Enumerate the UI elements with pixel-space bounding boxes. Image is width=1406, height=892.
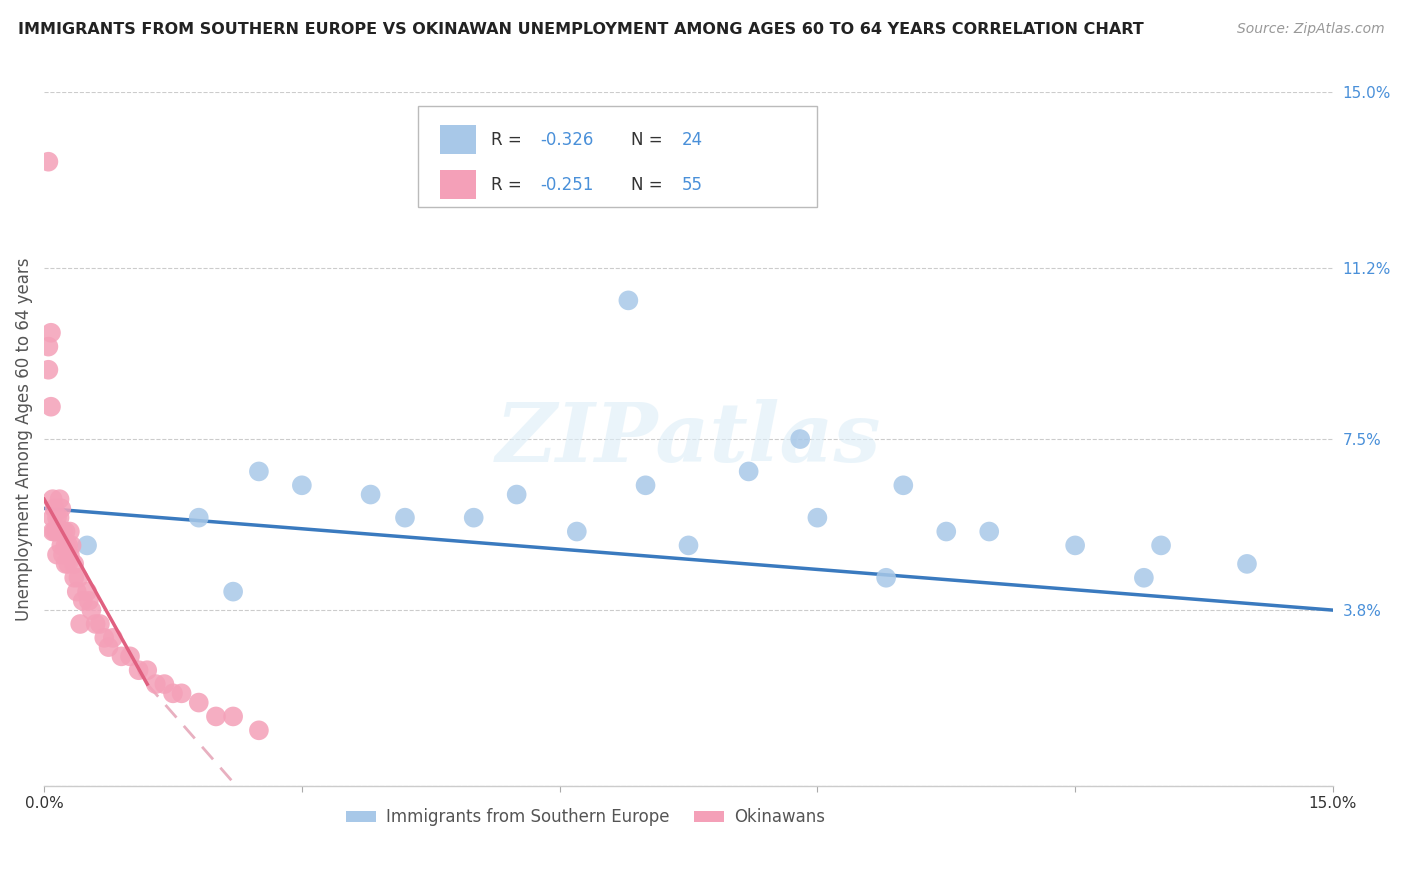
Point: [56, 538, 79, 552]
Point: [48, 524, 70, 539]
Text: -0.326: -0.326: [540, 130, 593, 148]
Point: [51, 501, 73, 516]
Point: [52, 548, 75, 562]
Point: [48, 492, 70, 507]
Point: [56, 557, 79, 571]
Point: [63, 571, 86, 585]
Point: [66, 584, 89, 599]
Point: [51, 538, 73, 552]
Point: [52, 524, 75, 539]
Point: [46, 510, 69, 524]
Point: [291, 478, 314, 492]
Text: Source: ZipAtlas.com: Source: ZipAtlas.com: [1237, 22, 1385, 37]
Point: [46, 548, 69, 562]
Text: 24: 24: [682, 130, 703, 148]
Point: [48, 510, 70, 524]
Point: [44, 524, 66, 539]
Text: R =: R =: [491, 176, 527, 194]
Point: [60, 538, 83, 552]
Point: [935, 524, 957, 539]
Point: [41, 524, 63, 539]
Point: [67, 571, 90, 585]
Point: [55, 538, 77, 552]
Point: [1064, 538, 1087, 552]
Point: [77, 594, 100, 608]
Point: [41, 492, 63, 507]
Point: [44, 501, 66, 516]
Point: [76, 538, 98, 552]
Y-axis label: Unemployment Among Ages 60 to 64 years: Unemployment Among Ages 60 to 64 years: [15, 257, 32, 621]
Point: [222, 584, 245, 599]
Point: [875, 571, 897, 585]
Point: [360, 487, 382, 501]
Point: [145, 677, 167, 691]
Text: -0.251: -0.251: [540, 176, 593, 194]
Point: [247, 723, 270, 738]
FancyBboxPatch shape: [418, 106, 817, 207]
Point: [59, 548, 82, 562]
Text: N =: N =: [630, 130, 668, 148]
Point: [51, 524, 73, 539]
Point: [891, 478, 914, 492]
Point: [136, 663, 159, 677]
Point: [187, 696, 209, 710]
Point: [222, 709, 245, 723]
Point: [55, 557, 77, 571]
Point: [737, 465, 759, 479]
Point: [187, 510, 209, 524]
Point: [84, 617, 107, 632]
Point: [89, 617, 111, 632]
Point: [118, 649, 141, 664]
Point: [37, 340, 59, 354]
Point: [37, 362, 59, 376]
Point: [394, 510, 416, 524]
Point: [93, 631, 115, 645]
Point: [505, 487, 527, 501]
Point: [170, 686, 193, 700]
Point: [979, 524, 1001, 539]
Point: [39, 400, 62, 414]
Point: [72, 594, 94, 608]
Text: ZIPatlas: ZIPatlas: [496, 399, 882, 479]
Point: [617, 293, 640, 308]
Point: [39, 326, 62, 340]
Point: [153, 677, 176, 691]
Point: [162, 686, 184, 700]
Bar: [440, 125, 475, 154]
Bar: [440, 170, 475, 199]
Text: R =: R =: [491, 130, 527, 148]
Point: [247, 465, 270, 479]
Point: [97, 640, 120, 654]
Point: [789, 432, 811, 446]
Legend: Immigrants from Southern Europe, Okinawans: Immigrants from Southern Europe, Okinawa…: [339, 802, 832, 833]
Point: [80, 603, 103, 617]
Point: [1133, 571, 1156, 585]
Point: [678, 538, 700, 552]
Point: [41, 510, 63, 524]
Text: 55: 55: [682, 176, 703, 194]
Point: [463, 510, 485, 524]
Point: [634, 478, 657, 492]
Point: [1150, 538, 1173, 552]
Text: IMMIGRANTS FROM SOUTHERN EUROPE VS OKINAWAN UNEMPLOYMENT AMONG AGES 60 TO 64 YEA: IMMIGRANTS FROM SOUTHERN EUROPE VS OKINA…: [18, 22, 1144, 37]
Point: [69, 617, 91, 632]
Point: [110, 649, 132, 664]
Point: [76, 584, 98, 599]
Point: [37, 154, 59, 169]
Point: [59, 524, 82, 539]
Point: [128, 663, 150, 677]
Point: [101, 631, 124, 645]
Point: [63, 557, 86, 571]
Point: [1236, 557, 1258, 571]
Point: [565, 524, 588, 539]
Point: [205, 709, 228, 723]
Point: [46, 524, 69, 539]
Point: [806, 510, 828, 524]
Text: N =: N =: [630, 176, 668, 194]
Point: [55, 524, 77, 539]
